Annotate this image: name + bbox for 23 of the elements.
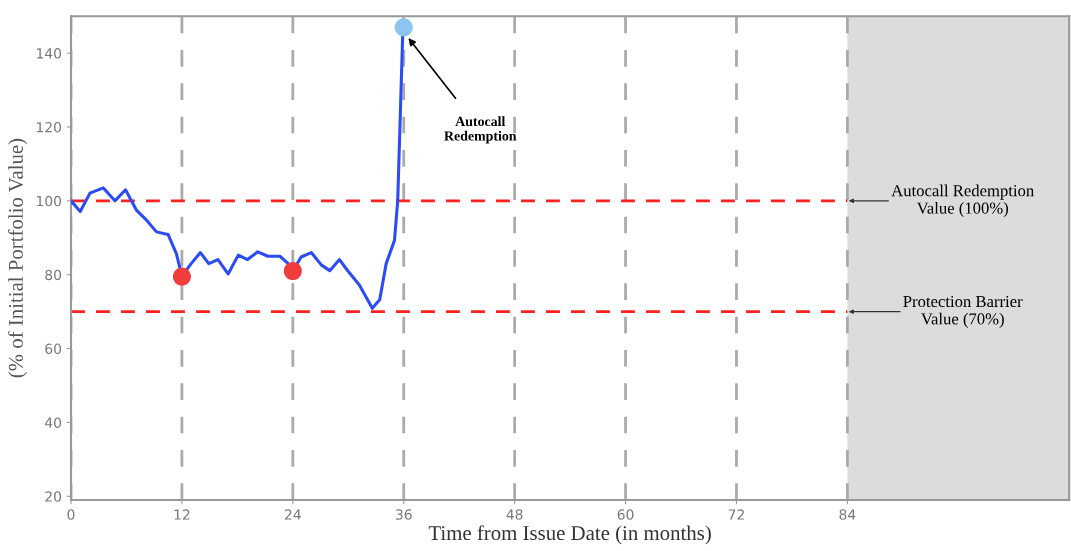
x-tick-label: 12 [174, 509, 190, 520]
x-axis-title: Time from Issue Date (in months) [428, 525, 711, 545]
x-tick-label: 84 [839, 509, 856, 520]
y-tick-label: 60 [45, 343, 62, 355]
y-tick-label: 20 [45, 491, 62, 502]
annotation: Autocall Redemption [444, 116, 517, 144]
y-tick-label: 40 [44, 417, 62, 428]
y-tick-label: 140 [36, 48, 62, 59]
point [283, 261, 302, 281]
y-axis-title: (% of Initial Portfolio Value) [8, 138, 28, 378]
x-tick-label: 48 [506, 509, 523, 520]
ref-line-label: Protection Barrier Value (70%) [903, 295, 1023, 328]
y-tick-label: 100 [36, 195, 62, 207]
x-tick-label: 36 [395, 509, 412, 520]
x-tick-label: 72 [728, 509, 744, 520]
x-tick-label: 24 [285, 509, 301, 520]
point [394, 18, 413, 37]
x-tick-label: 0 [67, 509, 75, 520]
x-tick-label: 60 [617, 509, 634, 520]
ref-line-label: Autocall Redemption Value (100%) [891, 184, 1034, 218]
y-tick-label: 120 [36, 121, 62, 133]
point [172, 267, 191, 286]
y-tick-label: 80 [45, 269, 62, 281]
